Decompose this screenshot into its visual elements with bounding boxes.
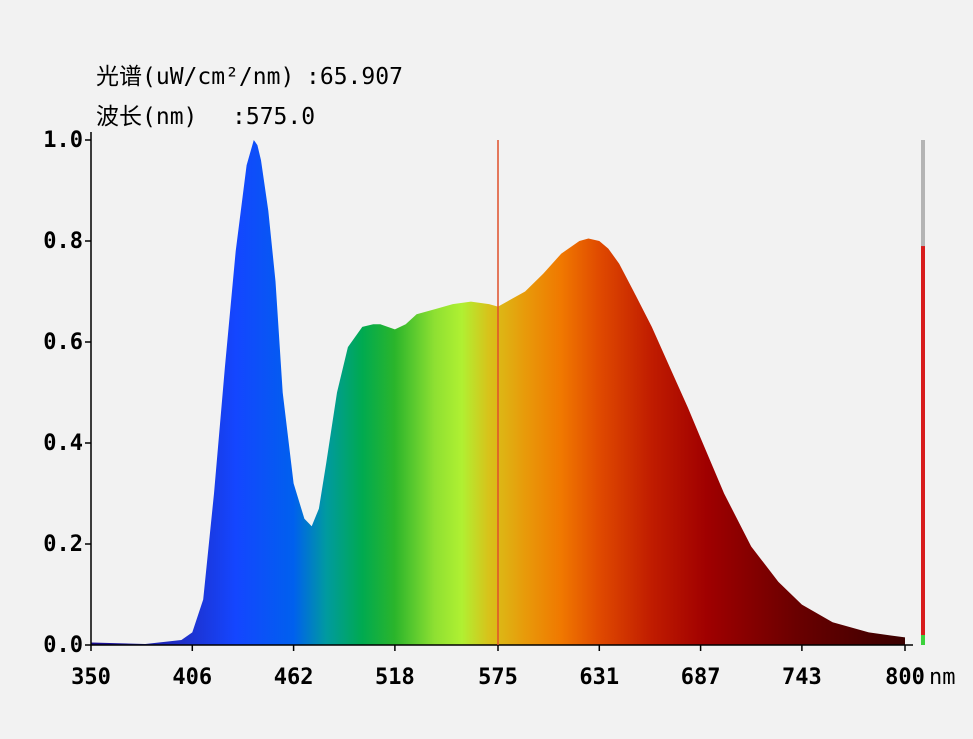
x-tick-label: 350 bbox=[71, 665, 111, 690]
x-tick-label: 575 bbox=[478, 665, 518, 690]
y-tick-label: 0.6 bbox=[43, 330, 83, 355]
y-tick-label: 0.8 bbox=[43, 229, 83, 254]
x-tick-label: 800 bbox=[885, 665, 925, 690]
spectrum-readout-value: :65.907 bbox=[306, 64, 403, 90]
side-level-bar-base bbox=[921, 635, 925, 645]
spectrum-readout-label: 光谱(uW/cm²/nm) bbox=[96, 64, 294, 90]
y-tick-label: 0.0 bbox=[43, 633, 83, 658]
x-unit-label: nm bbox=[929, 665, 956, 690]
x-tick-label: 687 bbox=[681, 665, 721, 690]
x-tick-label: 631 bbox=[579, 665, 619, 690]
x-tick-label: 743 bbox=[782, 665, 822, 690]
y-tick-label: 0.2 bbox=[43, 532, 83, 557]
y-tick-label: 0.4 bbox=[43, 431, 83, 456]
x-tick-label: 406 bbox=[172, 665, 212, 690]
side-level-bar-fill bbox=[921, 246, 925, 646]
wavelength-readout-label: 波长(nm) bbox=[96, 104, 197, 130]
y-tick-label: 1.0 bbox=[43, 128, 83, 153]
wavelength-readout-value: :575.0 bbox=[232, 104, 315, 130]
x-tick-label: 462 bbox=[274, 665, 314, 690]
x-tick-label: 518 bbox=[375, 665, 415, 690]
